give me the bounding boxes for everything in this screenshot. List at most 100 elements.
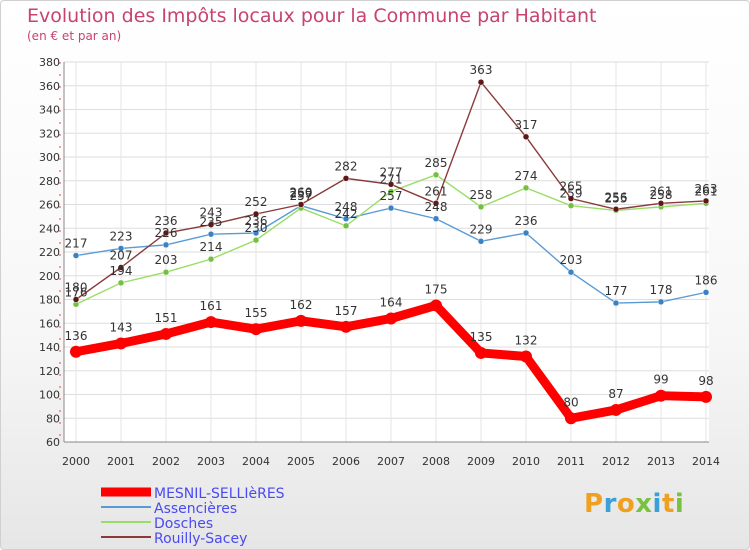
data-point xyxy=(432,215,440,222)
data-label: 248 xyxy=(425,200,448,214)
x-tick-label: 2001 xyxy=(107,455,135,468)
y-tick-label: 320 xyxy=(39,127,60,140)
y-tick-label: 220 xyxy=(39,246,60,259)
data-label: 175 xyxy=(425,282,448,296)
x-tick-label: 2009 xyxy=(467,455,495,468)
data-point xyxy=(117,264,125,271)
data-point xyxy=(700,390,712,403)
data-point xyxy=(522,229,530,237)
data-point xyxy=(342,175,350,182)
data-point xyxy=(117,245,125,252)
data-point xyxy=(160,327,172,340)
data-label: 256 xyxy=(605,190,628,204)
data-label: 285 xyxy=(425,156,448,170)
chart-subtitle: (en € et par an) xyxy=(27,29,122,43)
x-tick-label: 2010 xyxy=(512,455,540,468)
x-tick-label: 2004 xyxy=(242,455,270,468)
data-point xyxy=(205,316,217,329)
data-point xyxy=(115,337,127,350)
data-label: 207 xyxy=(110,248,133,262)
data-label: 252 xyxy=(245,195,268,209)
data-label: 180 xyxy=(65,281,88,295)
y-tick-label: 160 xyxy=(39,317,60,330)
x-tick-label: 2008 xyxy=(422,455,450,468)
data-label: 135 xyxy=(470,330,493,344)
data-point xyxy=(657,200,665,207)
data-label: 257 xyxy=(290,189,313,203)
y-tick-label: 340 xyxy=(39,104,60,117)
y-tick-label: 300 xyxy=(39,151,60,164)
data-label: 317 xyxy=(515,118,538,132)
data-label: 236 xyxy=(515,214,538,228)
data-point xyxy=(567,195,575,202)
data-point xyxy=(162,268,170,276)
data-label: 257 xyxy=(380,189,403,203)
data-label: 263 xyxy=(695,182,718,196)
data-point xyxy=(565,412,577,425)
data-label: 259 xyxy=(560,187,583,201)
data-point xyxy=(477,203,485,211)
x-tick-label: 2002 xyxy=(152,455,180,468)
data-label: 162 xyxy=(290,298,313,312)
y-tick-label: 180 xyxy=(39,294,60,307)
data-label: 151 xyxy=(155,311,178,325)
data-label: 98 xyxy=(698,374,713,388)
y-tick-label: 360 xyxy=(39,80,60,93)
data-label: 203 xyxy=(155,253,178,267)
data-label: 260 xyxy=(290,186,313,200)
data-label: 136 xyxy=(65,329,88,343)
logo-letter: r xyxy=(603,489,617,519)
data-label: 265 xyxy=(560,180,583,194)
legend-label: Assencières xyxy=(154,501,237,517)
data-point xyxy=(702,289,710,296)
x-tick-label: 2006 xyxy=(332,455,360,468)
data-label: 177 xyxy=(605,284,628,298)
data-label: 277 xyxy=(380,165,403,179)
y-tick-label: 280 xyxy=(39,175,60,188)
data-point xyxy=(340,320,352,333)
data-label: 235 xyxy=(200,215,223,229)
data-label: 132 xyxy=(515,334,538,348)
data-label: 282 xyxy=(335,159,358,173)
data-point xyxy=(477,238,485,245)
data-label: 214 xyxy=(200,240,223,254)
data-point xyxy=(432,171,440,179)
data-label: 161 xyxy=(200,299,223,313)
logo-letter: x xyxy=(635,489,653,519)
data-point xyxy=(567,268,575,276)
data-label: 203 xyxy=(560,253,583,267)
logo-letter: P xyxy=(584,489,604,519)
data-label: 258 xyxy=(470,188,493,202)
data-point xyxy=(522,133,530,141)
y-tick-label: 80 xyxy=(46,412,60,425)
data-point xyxy=(342,222,350,230)
data-label: 143 xyxy=(110,320,133,334)
data-point xyxy=(520,350,532,363)
y-tick-label: 100 xyxy=(39,389,60,402)
data-point xyxy=(72,296,80,303)
data-point xyxy=(387,181,395,188)
legend-label: MESNIL-SELLIèRES xyxy=(154,486,285,502)
data-point xyxy=(162,241,170,249)
x-tick-label: 2012 xyxy=(602,455,630,468)
data-point xyxy=(387,204,395,212)
data-point xyxy=(522,184,530,192)
data-point xyxy=(207,255,215,263)
data-label: 99 xyxy=(653,373,668,387)
data-label: 271 xyxy=(380,172,403,186)
data-point xyxy=(387,188,395,195)
data-label: 229 xyxy=(470,222,493,236)
y-tick-label: 120 xyxy=(39,365,60,378)
data-point xyxy=(432,200,440,207)
data-label: 236 xyxy=(155,214,178,228)
data-label: 236 xyxy=(245,214,268,228)
legend-label: Dosches xyxy=(154,516,213,532)
data-point xyxy=(475,346,487,359)
y-tick-label: 140 xyxy=(39,341,60,354)
data-label: 217 xyxy=(65,237,88,251)
data-label: 258 xyxy=(650,188,673,202)
data-point xyxy=(70,345,82,358)
data-label: 248 xyxy=(335,200,358,214)
data-label: 274 xyxy=(515,169,538,183)
